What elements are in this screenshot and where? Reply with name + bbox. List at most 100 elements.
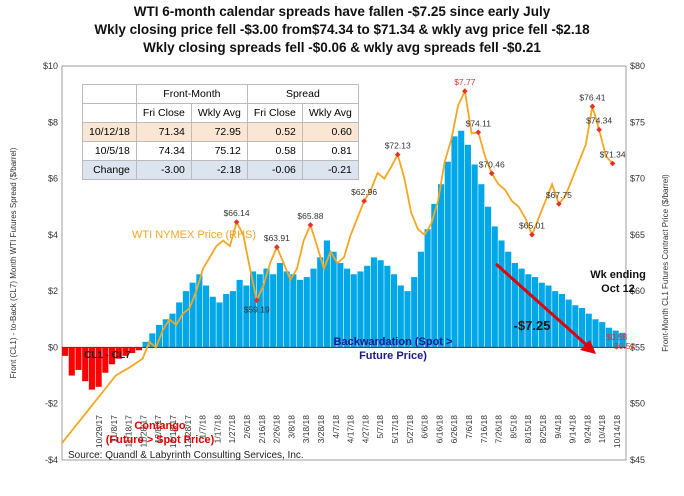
spread-bar xyxy=(162,319,169,348)
right-tick-label: $65 xyxy=(630,230,645,240)
col-header: Fri Close xyxy=(135,103,192,123)
spread-bar xyxy=(149,333,156,348)
spread-bar xyxy=(203,285,210,348)
x-tick-label: 10/4/18 xyxy=(597,415,607,444)
x-tick-label: 5/7/18 xyxy=(375,415,385,439)
x-tick-label: 2/6/18 xyxy=(242,415,252,439)
price-label: $62.96 xyxy=(351,187,377,197)
x-tick-label: 7/26/18 xyxy=(494,415,504,444)
x-tick-label: 6/26/18 xyxy=(449,415,459,444)
spread-bar xyxy=(592,319,599,348)
wti-price-label: WTI NYMEX Price (RHS) xyxy=(132,229,256,241)
left-tick-label: -$2 xyxy=(45,399,58,409)
spread-bar xyxy=(156,324,163,348)
spread-bar xyxy=(411,277,418,348)
spread-bar xyxy=(458,130,465,348)
price-label: $70.46 xyxy=(479,159,505,169)
spread-bar xyxy=(216,302,223,348)
table-corner-2 xyxy=(82,103,137,123)
spread-bar xyxy=(317,257,324,348)
spread-bar xyxy=(337,263,344,348)
backwardation-label-1: Backwardation (Spot > xyxy=(334,336,453,348)
spread-bar xyxy=(451,136,458,348)
decline-arrow xyxy=(495,262,591,350)
spread-end-label: $0.52 xyxy=(614,341,636,351)
spread-bar xyxy=(599,322,606,348)
group-header-front-month: Front-Month xyxy=(135,84,248,104)
x-tick-label: 4/7/18 xyxy=(331,415,341,439)
cell: 75.12 xyxy=(190,141,248,161)
price-marker xyxy=(589,103,596,110)
spread-bar xyxy=(612,330,619,348)
x-tick-label: 1/7/18 xyxy=(198,415,208,439)
x-tick-label: 5/17/18 xyxy=(390,415,400,444)
title-line-3: Wkly closing spreads fell -$0.06 & wkly … xyxy=(143,40,541,55)
title-line-2: Wkly closing price fell -$3.00 from$74.3… xyxy=(94,22,590,37)
spread-bar xyxy=(169,313,176,348)
price-label: $71.34 xyxy=(600,149,626,159)
price-label: $67.75 xyxy=(546,190,572,200)
price-line xyxy=(61,88,614,444)
table-row: 10/5/18 74.34 75.12 0.58 0.81 xyxy=(82,141,359,161)
price-marker xyxy=(361,198,367,204)
right-tick-label: $55 xyxy=(630,342,645,352)
price-label: $65.01 xyxy=(519,221,545,231)
price-marker xyxy=(609,160,616,167)
spread-bar xyxy=(290,274,297,348)
spread-bar xyxy=(88,347,95,390)
price-label: $65.88 xyxy=(297,211,323,221)
left-tick-label: $4 xyxy=(48,230,58,240)
spread-bar xyxy=(270,274,277,348)
spread-bar xyxy=(109,347,116,365)
spread-bar xyxy=(276,263,283,348)
spread-bar xyxy=(478,184,485,348)
table-corner xyxy=(82,84,137,104)
spread-bar xyxy=(283,271,290,348)
spread-bar xyxy=(605,327,612,348)
col-header: Wkly Avg xyxy=(190,103,248,123)
spread-bar xyxy=(122,347,129,356)
cell: -0.06 xyxy=(246,160,303,180)
row-label: 10/5/18 xyxy=(82,141,137,161)
right-tick-label: $75 xyxy=(630,117,645,127)
cell: 72.95 xyxy=(190,122,248,142)
price-marker xyxy=(556,201,562,207)
delta-label: -$7.25 xyxy=(514,318,551,333)
plot-frame xyxy=(61,65,627,461)
spread-bar xyxy=(505,251,512,348)
right-axis-label: Front-Month CL1 Futures Contract Price (… xyxy=(661,174,670,352)
spread-bar xyxy=(250,271,257,348)
left-tick-label: $8 xyxy=(48,117,58,127)
spread-bar xyxy=(558,293,565,348)
price-label: $76.41 xyxy=(579,92,605,102)
x-tick-label: 11/8/17 xyxy=(109,415,119,443)
spread-bar xyxy=(565,299,572,348)
spread-bar xyxy=(397,285,404,348)
price-label: $74.11 xyxy=(466,118,492,128)
price-marker xyxy=(253,297,260,304)
spread-bar xyxy=(303,277,310,348)
summary-table: Front-Month Spread Fri Close Wkly Avg Fr… xyxy=(82,84,359,180)
spread-bar xyxy=(485,206,492,348)
left-tick-label: $6 xyxy=(48,174,58,184)
spread-bar xyxy=(115,347,122,359)
right-tick-label: $80 xyxy=(630,61,645,71)
price-marker xyxy=(307,222,314,228)
row-label: Change xyxy=(82,160,137,180)
wk-ending-label-2: Oct 12 xyxy=(601,283,635,295)
x-tick-label: 3/18/18 xyxy=(301,415,311,444)
spread-bar xyxy=(82,347,89,382)
spread-bar xyxy=(243,285,250,348)
cell: 0.60 xyxy=(301,122,359,142)
spread-bar xyxy=(404,291,411,348)
right-tick-label: $45 xyxy=(630,455,645,465)
price-label: $66.14 xyxy=(224,208,250,218)
spread-bar xyxy=(572,305,579,348)
left-tick-label: -$4 xyxy=(45,455,58,465)
cell: 74.34 xyxy=(135,141,192,161)
spread-bar xyxy=(424,229,431,348)
spread-bar xyxy=(350,274,357,348)
spread-bar xyxy=(552,291,559,348)
cell: 71.34 xyxy=(135,122,192,142)
